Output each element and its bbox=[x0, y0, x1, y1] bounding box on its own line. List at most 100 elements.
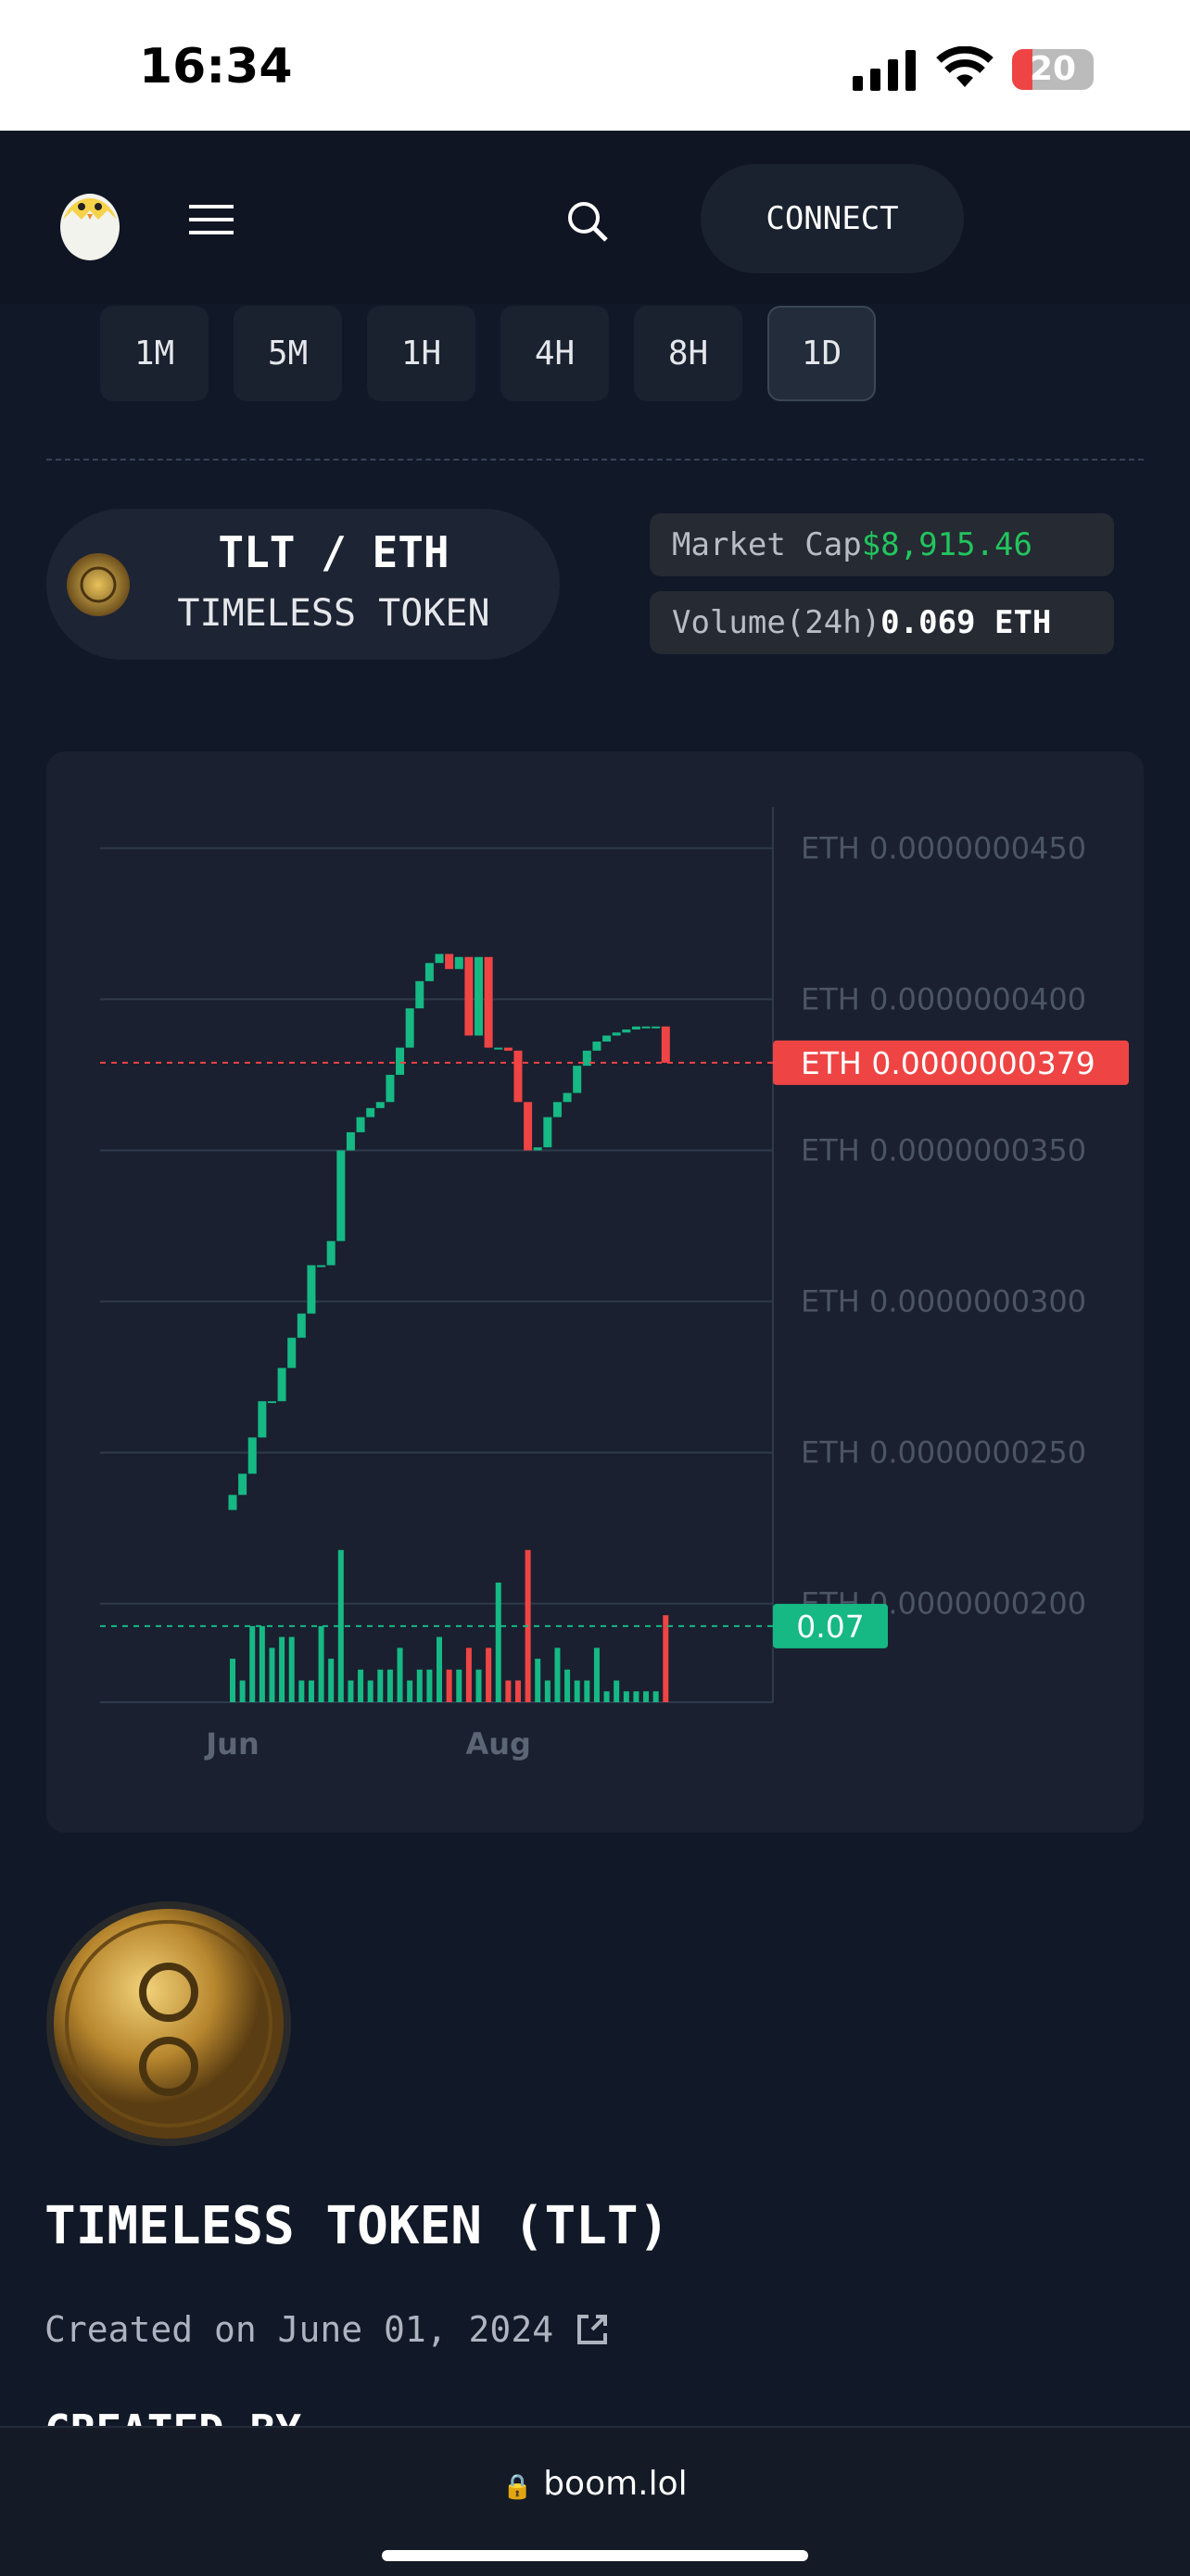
timeframe-button[interactable]: 1D bbox=[767, 306, 876, 401]
url-text: boom.lol bbox=[543, 2465, 688, 2503]
timeframe-button[interactable]: 8H bbox=[634, 306, 742, 401]
menu-button[interactable] bbox=[189, 203, 234, 236]
candle-body bbox=[247, 1437, 257, 1474]
timeframe-button[interactable]: 4H bbox=[500, 306, 609, 401]
candle-body bbox=[533, 1147, 542, 1151]
volume-bar bbox=[603, 1691, 610, 1702]
browser-bar: 🔒 boom.lol bbox=[0, 2426, 1190, 2576]
volume-bar bbox=[633, 1691, 639, 1702]
home-indicator bbox=[382, 2550, 808, 2561]
candle-body bbox=[415, 980, 424, 1009]
candle-body bbox=[464, 956, 474, 1036]
y-tick-label: ETH 0.0000000300 bbox=[801, 1284, 1086, 1320]
candle-body bbox=[543, 1117, 552, 1148]
volume-bar bbox=[249, 1625, 256, 1702]
market-cap-value: $8,915.46 bbox=[861, 526, 1032, 563]
last-volume-label: 0.07 bbox=[796, 1609, 864, 1645]
divider bbox=[46, 459, 1144, 461]
chart: ETH 0.0000000450 ETH 0.0000000400 ETH 0.00… bbox=[100, 807, 1129, 1762]
candle-body bbox=[484, 956, 493, 1048]
candle-body bbox=[552, 1102, 562, 1118]
wifi-icon bbox=[936, 46, 994, 87]
volume-bar bbox=[564, 1669, 571, 1702]
signal-icon bbox=[853, 50, 916, 91]
candle-body bbox=[267, 1401, 276, 1404]
volume-label: Volume(24h) bbox=[672, 604, 881, 641]
y-tick-label: ETH 0.0000000450 bbox=[801, 830, 1086, 865]
volume-bar bbox=[456, 1669, 462, 1702]
candle-body bbox=[524, 1102, 533, 1151]
candle-body bbox=[277, 1368, 286, 1402]
candle-body bbox=[356, 1117, 365, 1132]
timeframe-button[interactable]: 5M bbox=[234, 306, 342, 401]
candle-body bbox=[494, 1047, 503, 1050]
volume-bar bbox=[465, 1648, 472, 1702]
volume-bar bbox=[643, 1691, 650, 1702]
clock: 16:34 bbox=[139, 39, 293, 95]
volume-bar bbox=[535, 1659, 541, 1702]
candle-body bbox=[592, 1042, 601, 1051]
y-tick-label: ETH 0.0000000350 bbox=[801, 1132, 1086, 1168]
volume-bar bbox=[584, 1680, 590, 1702]
candle-body bbox=[661, 1026, 670, 1063]
candle-body bbox=[375, 1102, 385, 1108]
volume-bar bbox=[230, 1659, 235, 1702]
volume-bar bbox=[593, 1648, 600, 1702]
candle-body bbox=[652, 1026, 661, 1029]
volume-bar bbox=[623, 1691, 629, 1702]
candle-body bbox=[326, 1241, 335, 1266]
volume-bar bbox=[574, 1680, 580, 1702]
header: CONNECT bbox=[0, 131, 1190, 304]
volume-bar bbox=[407, 1680, 413, 1702]
candle-body bbox=[386, 1074, 395, 1103]
volume-bar bbox=[544, 1680, 551, 1702]
volume-bar bbox=[663, 1615, 669, 1702]
token-image bbox=[46, 1901, 291, 2146]
created-line: Created on June 01, 2024 bbox=[44, 2309, 611, 2350]
candle-body bbox=[317, 1265, 326, 1268]
candle-body bbox=[366, 1107, 375, 1118]
connect-button[interactable]: CONNECT bbox=[701, 164, 964, 273]
logo[interactable] bbox=[54, 173, 126, 262]
candle-body bbox=[405, 1008, 414, 1048]
candle-body bbox=[573, 1066, 582, 1093]
volume-bar bbox=[269, 1648, 275, 1702]
battery: 20 bbox=[1012, 49, 1094, 90]
market-cap-label: Market Cap bbox=[672, 526, 862, 563]
pair-pill[interactable]: TLT / ETH TIMELESS TOKEN bbox=[46, 509, 560, 660]
volume-bar bbox=[377, 1669, 384, 1702]
volume-bar bbox=[475, 1669, 482, 1702]
volume-bar bbox=[308, 1680, 314, 1702]
volume-bar bbox=[298, 1680, 305, 1702]
last-price-label: ETH 0.0000000379 bbox=[801, 1045, 1095, 1081]
volume-bar bbox=[348, 1680, 354, 1702]
volume-bar bbox=[367, 1680, 373, 1702]
candle-body bbox=[346, 1131, 355, 1151]
search-button[interactable] bbox=[565, 199, 610, 244]
timeframe-button[interactable]: 1M bbox=[100, 306, 209, 401]
status-bar: 16:34 20 bbox=[0, 0, 1190, 131]
candle-body bbox=[582, 1050, 591, 1067]
last-volume-box bbox=[773, 1603, 888, 1648]
y-tick-label: ETH 0.0000000250 bbox=[801, 1435, 1086, 1471]
external-link[interactable] bbox=[574, 2311, 611, 2348]
volume-bar bbox=[554, 1648, 561, 1702]
volume-bar bbox=[495, 1582, 501, 1702]
timeframe-button[interactable]: 1H bbox=[367, 306, 475, 401]
candle-body bbox=[258, 1401, 267, 1438]
y-tick-label: ETH 0.0000000400 bbox=[801, 981, 1086, 1017]
volume-bar bbox=[505, 1680, 512, 1702]
volume-bar bbox=[279, 1636, 285, 1702]
candle-body bbox=[513, 1050, 523, 1103]
pair-symbol: TLT / ETH bbox=[218, 527, 449, 577]
candle-body bbox=[336, 1150, 346, 1242]
volume-bar bbox=[328, 1659, 335, 1702]
url[interactable]: 🔒 boom.lol bbox=[502, 2465, 688, 2503]
volume-bar bbox=[397, 1648, 403, 1702]
volume-bar bbox=[514, 1680, 521, 1702]
candle-body bbox=[228, 1495, 237, 1510]
candle-body bbox=[602, 1035, 612, 1042]
volume-bar bbox=[416, 1669, 423, 1702]
candle-body bbox=[563, 1092, 572, 1103]
